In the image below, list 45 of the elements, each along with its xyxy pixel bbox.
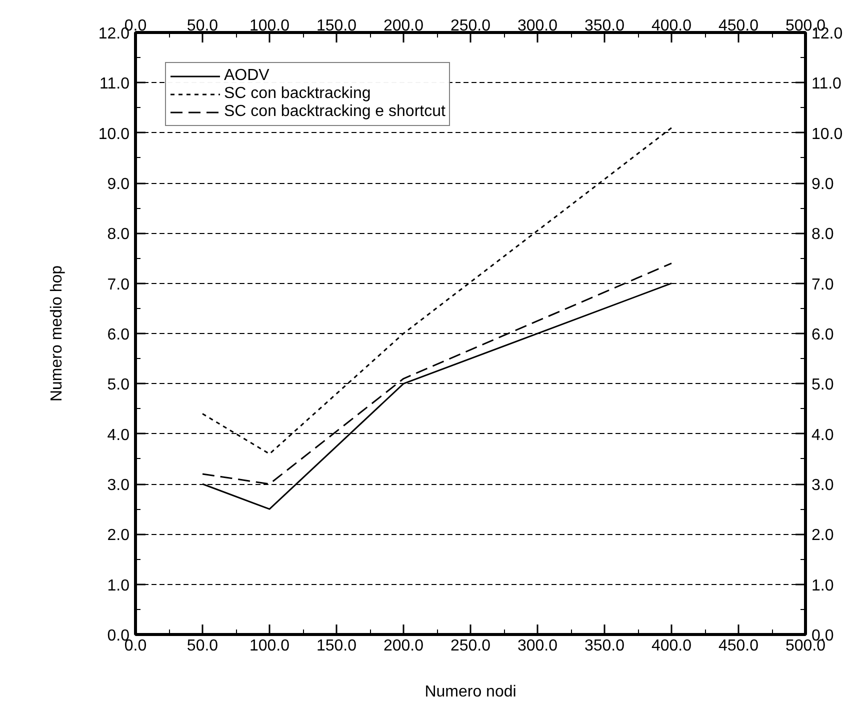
y-tick-label: 9.0 (107, 176, 130, 193)
x2-tick-label: 450.0 (718, 638, 759, 654)
x2-tick-label: 350.0 (584, 638, 625, 654)
y-tick-label: 1.0 (107, 577, 130, 594)
y-tick-label: 11.0 (100, 76, 130, 93)
x-tick-label: 150.0 (316, 18, 357, 34)
y-tick-label: 8.0 (107, 226, 130, 244)
y2-tick-label: 9.0 (812, 176, 834, 193)
x2-tick-label: 300.0 (517, 638, 558, 654)
y-tick-label: 4.0 (107, 426, 130, 444)
x2-tick-label: 50.0 (186, 638, 218, 654)
y2-tick-label: 11.0 (812, 76, 842, 93)
x2-tick-label: 150.0 (316, 638, 357, 654)
x-axis-title: Numero nodi (424, 684, 516, 700)
y-tick-label: 10.0 (98, 126, 130, 143)
x-tick-label: 350.0 (584, 18, 625, 34)
x2-tick-label: 400.0 (651, 638, 692, 654)
y2-tick-label: 3.0 (812, 477, 834, 494)
y-tick-label: 2.0 (107, 527, 130, 544)
x-tick-label: 200.0 (383, 18, 424, 34)
y2-tick-label: 1.0 (812, 577, 834, 594)
x-tick-label: 300.0 (517, 18, 558, 34)
y2-tick-label: 7.0 (812, 276, 834, 294)
y2-tick-label: 5.0 (812, 376, 834, 394)
x-tick-label: 250.0 (450, 18, 491, 34)
x2-tick-label: 200.0 (383, 638, 424, 654)
x2-tick-label: 100.0 (249, 638, 290, 654)
y2-tick-label: 8.0 (812, 226, 834, 244)
y-tick-label: 3.0 (107, 477, 130, 494)
y-tick-label: 6.0 (107, 326, 130, 344)
y2-tick-label: 4.0 (812, 426, 834, 444)
legend-label: AODV (224, 67, 270, 85)
y2-tick-label: 10.0 (812, 126, 843, 143)
x-tick-label: 400.0 (651, 18, 692, 34)
y2-tick-label: 6.0 (812, 326, 834, 344)
x2-tick-label: 250.0 (450, 638, 491, 654)
y-axis-title: Numero medio hop (48, 265, 66, 402)
x-tick-label: 50.0 (186, 18, 218, 34)
legend-label: SC con backtracking e shortcut (224, 103, 446, 121)
x-tick-label: 100.0 (249, 18, 290, 34)
x-tick-label: 450.0 (718, 18, 759, 34)
y-tick-label: 7.0 (107, 276, 130, 294)
y-tick-label: 5.0 (107, 376, 130, 394)
legend-label: SC con backtracking (224, 85, 371, 103)
y2-tick-label: 2.0 (812, 527, 834, 544)
